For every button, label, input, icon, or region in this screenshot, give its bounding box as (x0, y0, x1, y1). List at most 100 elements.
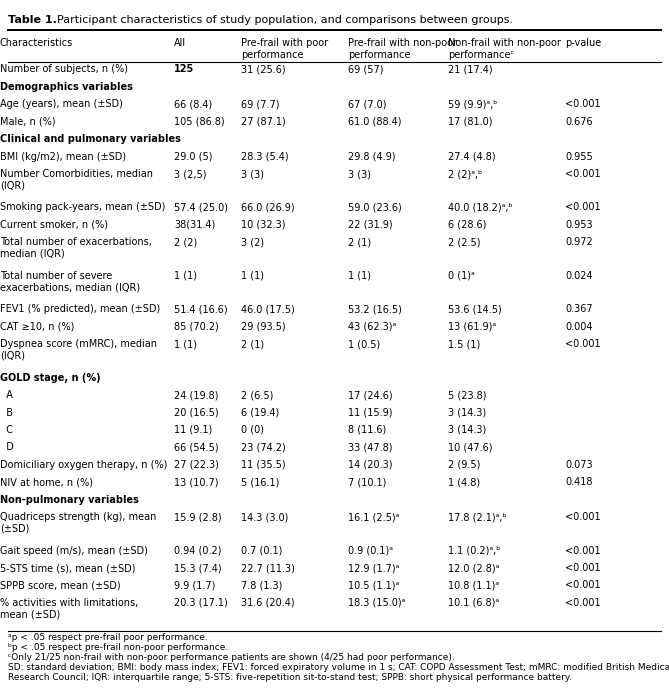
Text: 59 (9.9)ᵃ,ᵇ: 59 (9.9)ᵃ,ᵇ (448, 99, 498, 109)
Text: Male, n (%): Male, n (%) (0, 117, 56, 127)
Text: 0 (0): 0 (0) (241, 425, 264, 435)
Text: <0.001: <0.001 (565, 563, 601, 573)
Text: 2 (2)ᵃ,ᵇ: 2 (2)ᵃ,ᵇ (448, 169, 482, 179)
Text: performanceᶜ: performanceᶜ (448, 50, 514, 60)
Text: 31 (25.6): 31 (25.6) (241, 64, 286, 74)
Text: 0.418: 0.418 (565, 477, 593, 487)
Text: 20.3 (17.1): 20.3 (17.1) (174, 598, 227, 608)
Text: 29.0 (5): 29.0 (5) (174, 152, 213, 162)
Text: CAT ≥10, n (%): CAT ≥10, n (%) (0, 322, 74, 332)
Text: ᵇp < .05 respect pre-frail non-poor performance.: ᵇp < .05 respect pre-frail non-poor perf… (8, 643, 228, 652)
Text: 3 (14.3): 3 (14.3) (448, 425, 486, 435)
Text: 43 (62.3)ᵃ: 43 (62.3)ᵃ (348, 322, 396, 332)
Text: 31.6 (20.4): 31.6 (20.4) (241, 598, 294, 608)
Text: 14 (20.3): 14 (20.3) (348, 460, 393, 470)
Text: FEV1 (% predicted), mean (±SD): FEV1 (% predicted), mean (±SD) (0, 304, 161, 314)
Text: Smoking pack-years, mean (±SD): Smoking pack-years, mean (±SD) (0, 202, 165, 213)
Text: 7.8 (1.3): 7.8 (1.3) (241, 580, 282, 591)
Text: 0.7 (0.1): 0.7 (0.1) (241, 545, 282, 556)
Text: 6 (28.6): 6 (28.6) (448, 220, 486, 230)
Text: 27 (87.1): 27 (87.1) (241, 117, 286, 127)
Text: 66.0 (26.9): 66.0 (26.9) (241, 202, 294, 213)
Text: <0.001: <0.001 (565, 580, 601, 591)
Text: <0.001: <0.001 (565, 169, 601, 179)
Text: <0.001: <0.001 (565, 202, 601, 213)
Text: 2 (9.5): 2 (9.5) (448, 460, 480, 470)
Text: B: B (0, 407, 13, 417)
Text: 17.8 (2.1)ᵃ,ᵇ: 17.8 (2.1)ᵃ,ᵇ (448, 512, 507, 522)
Text: Total number of severe
exacerbations, median (IQR): Total number of severe exacerbations, me… (0, 271, 140, 293)
Text: 3 (3): 3 (3) (348, 169, 371, 179)
Text: Gait speed (m/s), mean (±SD): Gait speed (m/s), mean (±SD) (0, 545, 148, 556)
Text: 28.3 (5.4): 28.3 (5.4) (241, 152, 288, 162)
Text: 17 (24.6): 17 (24.6) (348, 390, 393, 400)
Text: Quadriceps strength (kg), mean
(±SD): Quadriceps strength (kg), mean (±SD) (0, 512, 157, 533)
Text: 38(31.4): 38(31.4) (174, 220, 215, 230)
Text: 0.073: 0.073 (565, 460, 593, 470)
Text: Age (years), mean (±SD): Age (years), mean (±SD) (0, 99, 123, 109)
Text: SPPB score, mean (±SD): SPPB score, mean (±SD) (0, 580, 120, 591)
Text: 57.4 (25.0): 57.4 (25.0) (174, 202, 228, 213)
Text: 66 (54.5): 66 (54.5) (174, 442, 219, 452)
Text: Demographics variables: Demographics variables (0, 82, 133, 92)
Text: performance: performance (348, 50, 410, 60)
Text: Number Comorbidities, median
(IQR): Number Comorbidities, median (IQR) (0, 169, 153, 190)
Text: 1 (1): 1 (1) (241, 271, 264, 281)
Text: 0 (1)ᵃ: 0 (1)ᵃ (448, 271, 475, 281)
Text: 17 (81.0): 17 (81.0) (448, 117, 493, 127)
Text: 1 (1): 1 (1) (174, 271, 197, 281)
Text: NIV at home, n (%): NIV at home, n (%) (0, 477, 93, 487)
Text: 1 (1): 1 (1) (174, 340, 197, 349)
Text: 3 (3): 3 (3) (241, 169, 264, 179)
Text: 69 (7.7): 69 (7.7) (241, 99, 280, 109)
Text: 8 (11.6): 8 (11.6) (348, 425, 386, 435)
Text: 3 (2,5): 3 (2,5) (174, 169, 207, 179)
Text: 11 (9.1): 11 (9.1) (174, 425, 212, 435)
Text: 3 (14.3): 3 (14.3) (448, 407, 486, 417)
Text: 27 (22.3): 27 (22.3) (174, 460, 219, 470)
Text: Table 1.: Table 1. (8, 15, 57, 25)
Text: 66 (8.4): 66 (8.4) (174, 99, 212, 109)
Text: Research Council; IQR: interquartile range; 5-STS: five-repetition sit-to-stand : Research Council; IQR: interquartile ran… (8, 673, 572, 682)
Text: Total number of exacerbations,
median (IQR): Total number of exacerbations, median (I… (0, 237, 152, 259)
Text: Non-pulmonary variables: Non-pulmonary variables (0, 495, 139, 505)
Text: 125: 125 (174, 64, 194, 74)
Text: 61.0 (88.4): 61.0 (88.4) (348, 117, 401, 127)
Text: % activities with limitations,
mean (±SD): % activities with limitations, mean (±SD… (0, 598, 138, 620)
Text: 6 (19.4): 6 (19.4) (241, 407, 279, 417)
Text: 40.0 (18.2)ᵃ,ᵇ: 40.0 (18.2)ᵃ,ᵇ (448, 202, 513, 213)
Text: 22.7 (11.3): 22.7 (11.3) (241, 563, 295, 573)
Text: 10 (32.3): 10 (32.3) (241, 220, 286, 230)
Text: A: A (0, 390, 13, 400)
Text: performance: performance (241, 50, 303, 60)
Text: 12.9 (1.7)ᵃ: 12.9 (1.7)ᵃ (348, 563, 399, 573)
Text: 2 (1): 2 (1) (241, 340, 264, 349)
Text: 5 (16.1): 5 (16.1) (241, 477, 279, 487)
Text: 29 (93.5): 29 (93.5) (241, 322, 286, 332)
Text: GOLD stage, n (%): GOLD stage, n (%) (0, 372, 100, 383)
Text: 67 (7.0): 67 (7.0) (348, 99, 387, 109)
Text: Dyspnea score (mMRC), median
(IQR): Dyspnea score (mMRC), median (IQR) (0, 340, 157, 360)
Text: <0.001: <0.001 (565, 598, 601, 608)
Text: 1 (4.8): 1 (4.8) (448, 477, 480, 487)
Text: 53.6 (14.5): 53.6 (14.5) (448, 304, 502, 314)
Text: 5 (23.8): 5 (23.8) (448, 390, 487, 400)
Text: 1.5 (1): 1.5 (1) (448, 340, 480, 349)
Text: 3 (2): 3 (2) (241, 237, 264, 247)
Text: 15.9 (2.8): 15.9 (2.8) (174, 512, 221, 522)
Text: 69 (57): 69 (57) (348, 64, 383, 74)
Text: 7 (10.1): 7 (10.1) (348, 477, 386, 487)
Text: 105 (86.8): 105 (86.8) (174, 117, 225, 127)
Text: 2 (1): 2 (1) (348, 237, 371, 247)
Text: SD: standard deviation; BMI: body mass index; FEV1: forced expiratory volume in : SD: standard deviation; BMI: body mass i… (8, 663, 669, 672)
Text: 15.3 (7.4): 15.3 (7.4) (174, 563, 221, 573)
Text: 0.676: 0.676 (565, 117, 593, 127)
Text: 13 (10.7): 13 (10.7) (174, 477, 219, 487)
Text: 23 (74.2): 23 (74.2) (241, 442, 286, 452)
Text: 18.3 (15.0)ᵃ: 18.3 (15.0)ᵃ (348, 598, 405, 608)
Text: 29.8 (4.9): 29.8 (4.9) (348, 152, 395, 162)
Text: Participant characteristics of study population, and comparisons between groups.: Participant characteristics of study pop… (50, 15, 513, 25)
Text: C: C (0, 425, 13, 435)
Text: 1 (0.5): 1 (0.5) (348, 340, 380, 349)
Text: 0.9 (0.1)ᵃ: 0.9 (0.1)ᵃ (348, 545, 393, 556)
